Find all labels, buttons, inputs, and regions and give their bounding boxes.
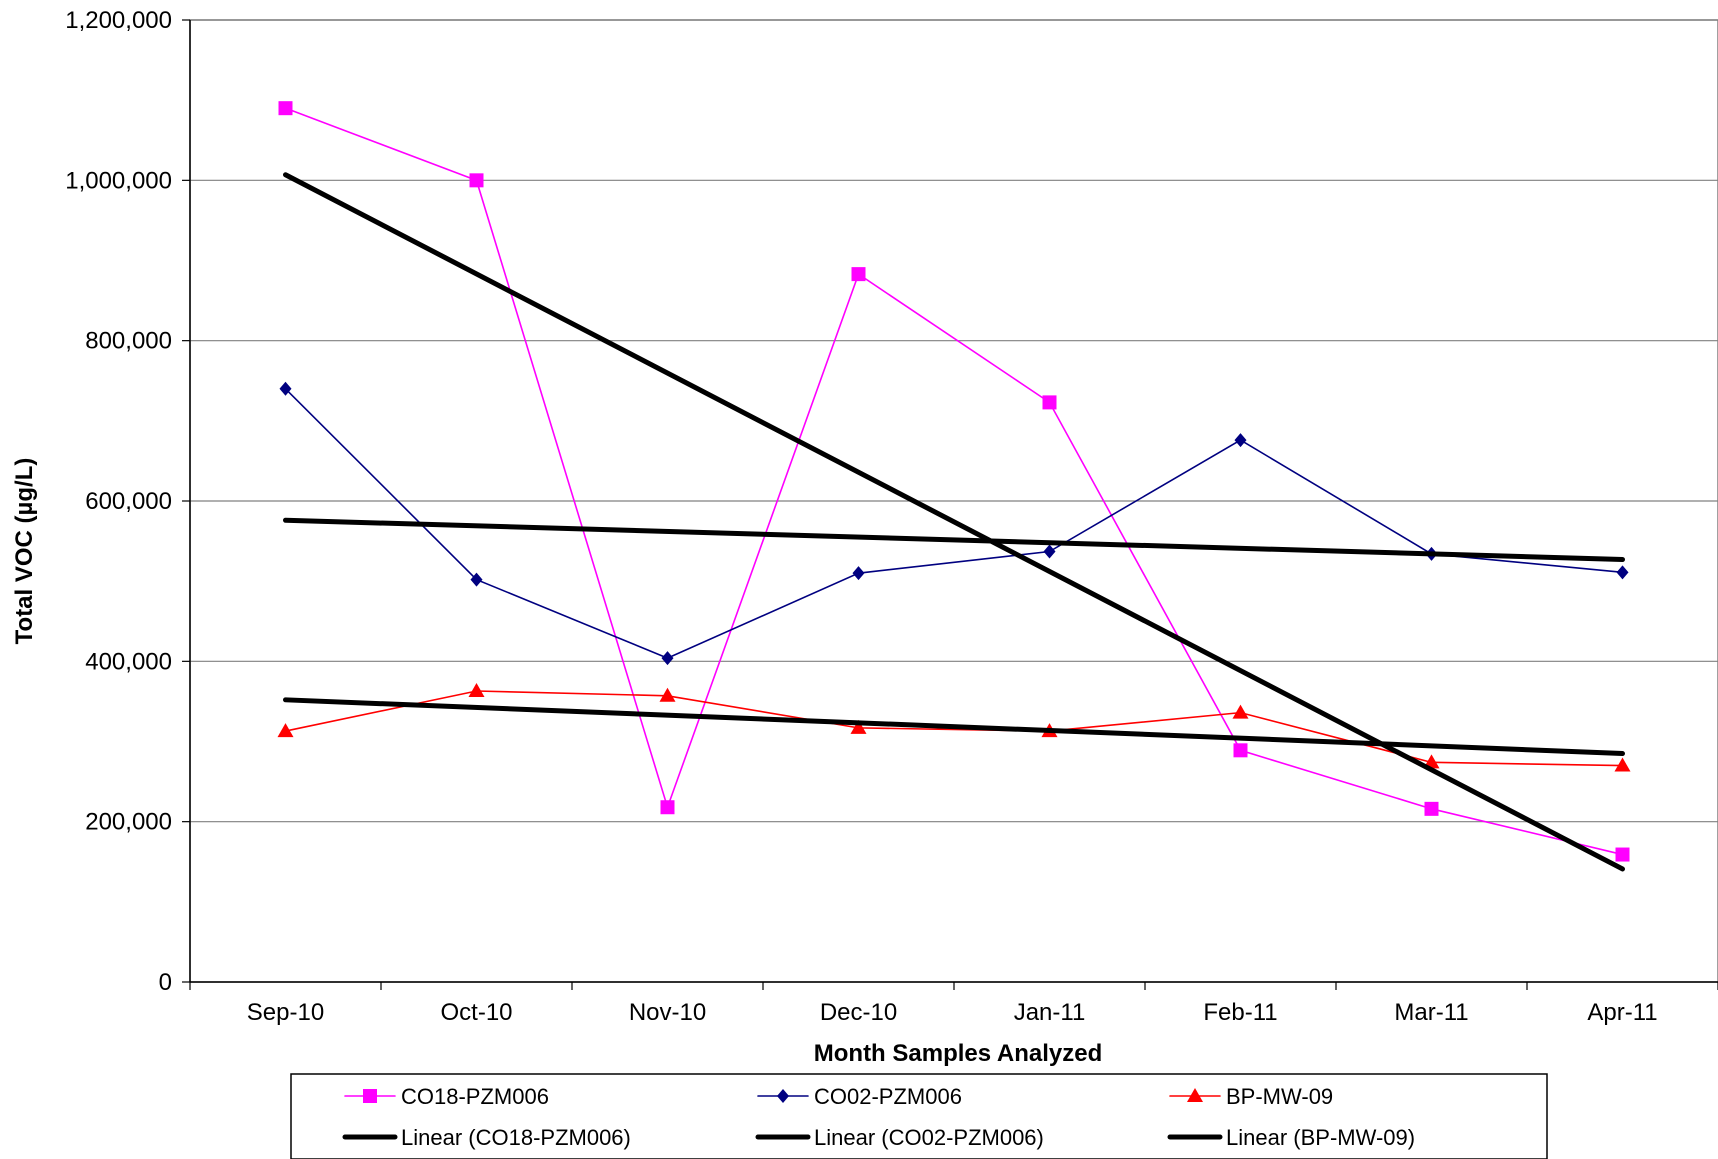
y-tick-label: 200,000 bbox=[85, 809, 172, 836]
x-tick-label: Nov-10 bbox=[629, 999, 706, 1026]
data-point-co18-pzm006 bbox=[1615, 847, 1630, 862]
legend-label: BP-MW-09 bbox=[1226, 1084, 1333, 1109]
data-point-bp-mw-09 bbox=[1232, 704, 1249, 719]
y-axis: 0 200,000 400,000 600,000 800,000 1,000,000 1,… bbox=[65, 7, 191, 996]
series-line-co18-pzm006 bbox=[285, 107, 1623, 856]
data-point-bp-mw-09 bbox=[1423, 754, 1440, 769]
legend-item-bp-mw-09: BP-MW-09 bbox=[1169, 1084, 1333, 1109]
y-tick-label: 600,000 bbox=[85, 488, 172, 515]
y-tick-label: 400,000 bbox=[85, 648, 172, 675]
data-point-bp-mw-09 bbox=[1614, 757, 1631, 772]
legend-label: Linear (BP-MW-09) bbox=[1226, 1125, 1415, 1150]
y-tick-label: 800,000 bbox=[85, 328, 172, 355]
legend-item-linear-co18-pzm006: Linear (CO18-PZM006) bbox=[342, 1125, 631, 1150]
y-tick-label: 1,200,000 bbox=[65, 7, 172, 34]
data-point-co18-pzm006 bbox=[851, 267, 866, 282]
trendline-linear-co18-pzm006 bbox=[283, 172, 1625, 872]
x-tick-label: Mar-11 bbox=[1394, 999, 1468, 1026]
legend-box bbox=[290, 1073, 1548, 1159]
trendline-layer bbox=[283, 172, 1625, 872]
x-tick-label: Feb-11 bbox=[1203, 999, 1277, 1026]
gridlines bbox=[190, 19, 1718, 823]
legend-label: Linear (CO18-PZM006) bbox=[401, 1125, 631, 1150]
data-point-co18-pzm006 bbox=[660, 800, 675, 815]
data-point-co18-pzm006 bbox=[1424, 801, 1439, 816]
data-point-bp-mw-09 bbox=[277, 723, 294, 738]
data-point-co02-pzm006 bbox=[661, 651, 674, 666]
x-tick-label: Apr-11 bbox=[1587, 999, 1657, 1026]
legend-item-linear-co02-pzm006: Linear (CO02-PZM006) bbox=[755, 1125, 1044, 1150]
data-point-co18-pzm006 bbox=[1233, 743, 1248, 758]
x-tick-label: Sep-10 bbox=[247, 999, 324, 1026]
y-tick-label: 0 bbox=[159, 969, 172, 996]
series-line-co02-pzm006 bbox=[284, 388, 1623, 659]
legend-label: Linear (CO02-PZM006) bbox=[814, 1125, 1044, 1150]
trendline-linear-co02-pzm006 bbox=[283, 517, 1625, 563]
data-point-co02-pzm006 bbox=[1616, 565, 1629, 580]
data-point-bp-mw-09 bbox=[659, 687, 676, 702]
legend-item-co18-pzm006: CO18-PZM006 bbox=[344, 1084, 549, 1109]
data-point-bp-mw-09 bbox=[850, 719, 867, 734]
x-tick-label: Oct-10 bbox=[440, 999, 512, 1026]
x-tick-label: Jan-11 bbox=[1014, 999, 1086, 1026]
legend-marker bbox=[363, 1089, 377, 1103]
data-point-bp-mw-09 bbox=[468, 682, 485, 697]
legend: CO18-PZM006 CO02-PZM006 BP-MW-09 Linear (CO… bbox=[290, 1073, 1548, 1159]
y-axis-title: Total VOC (µg/L) bbox=[11, 458, 38, 645]
x-axis-title: Month Samples Analyzed bbox=[814, 1040, 1103, 1067]
legend-label: CO18-PZM006 bbox=[401, 1084, 549, 1109]
x-tick-label: Dec-10 bbox=[820, 999, 897, 1026]
data-point-co02-pzm006 bbox=[1043, 544, 1056, 559]
data-point-co02-pzm006 bbox=[852, 566, 865, 581]
legend-marker bbox=[777, 1089, 789, 1103]
data-point-co18-pzm006 bbox=[1042, 395, 1057, 410]
data-point-co02-pzm006 bbox=[470, 572, 483, 587]
y-tick-label: 1,000,000 bbox=[65, 167, 172, 194]
legend-marker bbox=[1187, 1088, 1203, 1102]
legend-item-co02-pzm006: CO02-PZM006 bbox=[757, 1084, 962, 1109]
data-point-co02-pzm006 bbox=[279, 381, 292, 396]
data-point-co18-pzm006 bbox=[278, 101, 293, 116]
x-axis: Sep-10 Oct-10 Nov-10 Dec-10 Jan-11 Feb-11 Mar-… bbox=[189, 981, 1718, 1026]
data-point-co02-pzm006 bbox=[1234, 433, 1247, 448]
legend-label: CO02-PZM006 bbox=[814, 1084, 962, 1109]
data-point-co18-pzm006 bbox=[469, 173, 484, 188]
trendline-linear-bp-mw-09 bbox=[283, 697, 1625, 757]
legend-item-linear-bp-mw-09: Linear (BP-MW-09) bbox=[1167, 1125, 1415, 1150]
